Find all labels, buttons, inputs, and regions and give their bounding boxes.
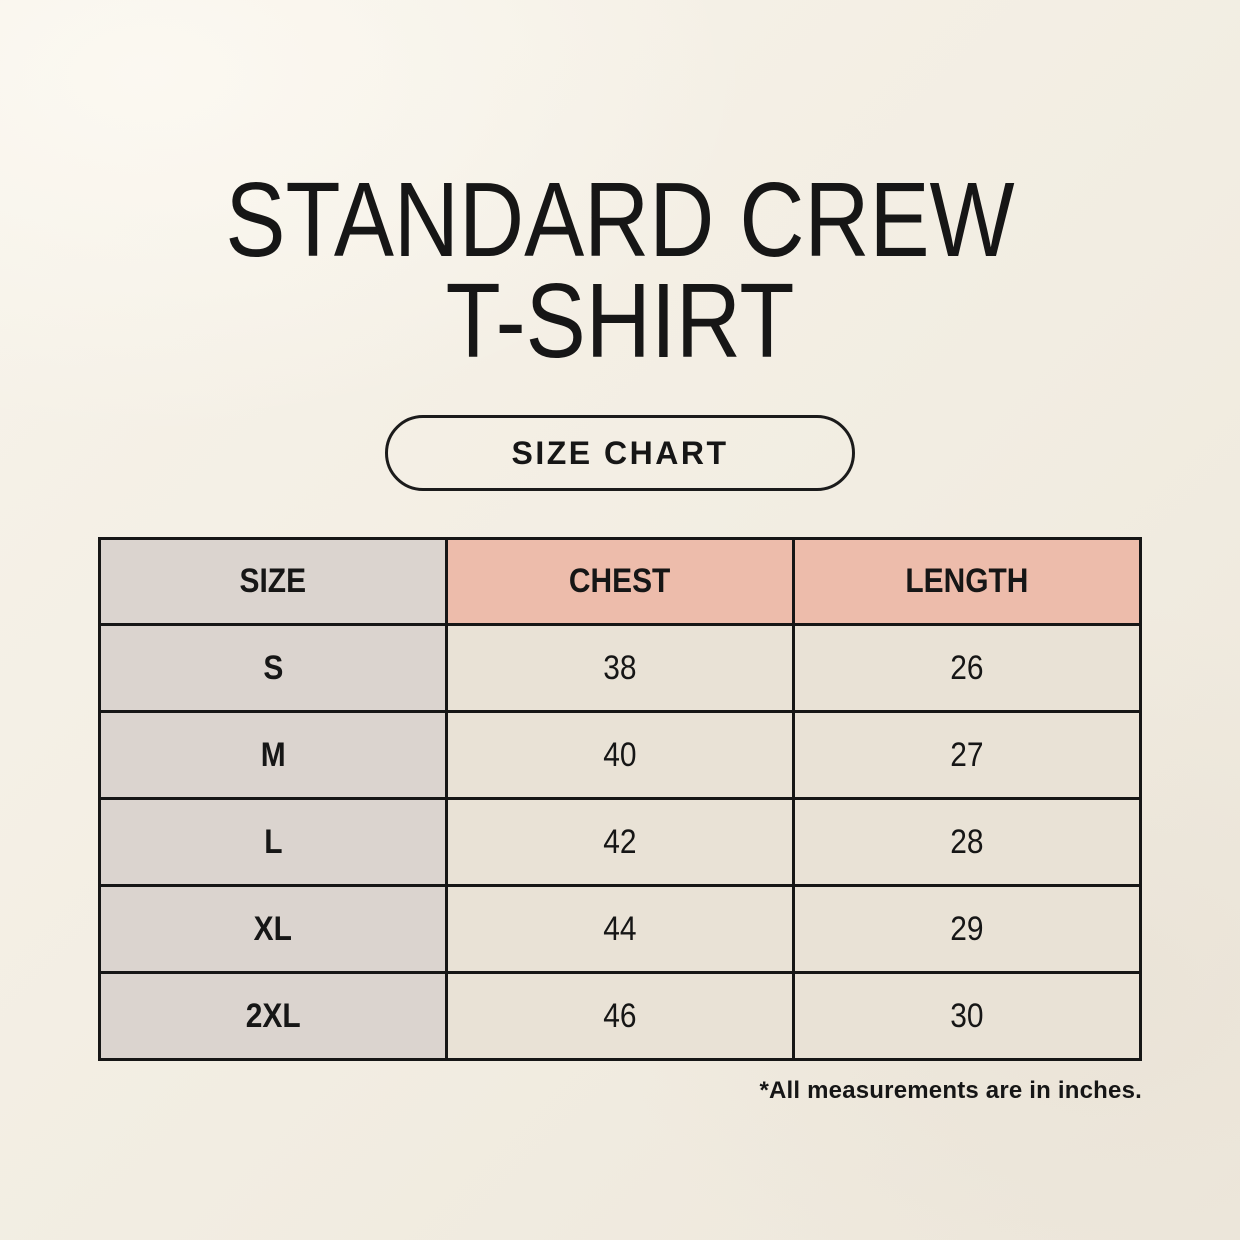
- table-row: 2XL 46 30: [98, 971, 1142, 1062]
- table-row: L 42 28: [98, 797, 1142, 888]
- length-value: 27: [950, 735, 984, 774]
- column-header-length: LENGTH: [792, 537, 1142, 627]
- length-value: 30: [950, 996, 984, 1035]
- size-cell: S: [98, 623, 448, 714]
- length-value: 28: [950, 822, 984, 861]
- size-label: 2XL: [245, 996, 301, 1035]
- column-header-length-label: LENGTH: [905, 562, 1029, 601]
- page-title-line-1: STANDARD CREW: [225, 161, 1015, 279]
- size-chart-badge: SIZE CHART: [385, 415, 855, 492]
- page-title-line-2: T-SHIRT: [445, 261, 795, 380]
- column-header-chest-label: CHEST: [569, 562, 671, 601]
- chest-value: 38: [603, 648, 637, 687]
- length-value: 26: [950, 648, 984, 687]
- chest-value: 42: [603, 822, 637, 861]
- size-cell: XL: [98, 884, 448, 975]
- size-table: SIZE CHEST LENGTH S 38 26 M 40 27 L 42 2…: [98, 537, 1142, 1062]
- table-row: M 40 27: [98, 710, 1142, 801]
- chest-value: 40: [603, 735, 637, 774]
- size-label: XL: [253, 909, 293, 948]
- column-header-chest: CHEST: [445, 537, 795, 627]
- size-cell: 2XL: [98, 971, 448, 1062]
- chest-cell: 38: [445, 623, 795, 714]
- size-label: L: [263, 822, 283, 861]
- table-header-row: SIZE CHEST LENGTH: [98, 537, 1142, 627]
- page-title: STANDARD CREW T-SHIRT: [0, 0, 1240, 380]
- table-row: XL 44 29: [98, 884, 1142, 975]
- table-row: S 38 26: [98, 623, 1142, 714]
- chest-cell: 42: [445, 797, 795, 888]
- length-cell: 26: [792, 623, 1142, 714]
- chest-cell: 40: [445, 710, 795, 801]
- length-cell: 27: [792, 710, 1142, 801]
- size-cell: L: [98, 797, 448, 888]
- length-cell: 30: [792, 971, 1142, 1062]
- column-header-size-label: SIZE: [239, 562, 307, 601]
- measurements-note: *All measurements are in inches.: [759, 1077, 1142, 1105]
- length-cell: 29: [792, 884, 1142, 975]
- chest-cell: 44: [445, 884, 795, 975]
- length-cell: 28: [792, 797, 1142, 888]
- size-cell: M: [98, 710, 448, 801]
- chest-value: 44: [603, 909, 637, 948]
- chest-cell: 46: [445, 971, 795, 1062]
- chest-value: 46: [603, 996, 637, 1035]
- length-value: 29: [950, 909, 984, 948]
- size-label: M: [260, 735, 286, 774]
- size-label: S: [263, 648, 283, 687]
- column-header-size: SIZE: [98, 537, 448, 627]
